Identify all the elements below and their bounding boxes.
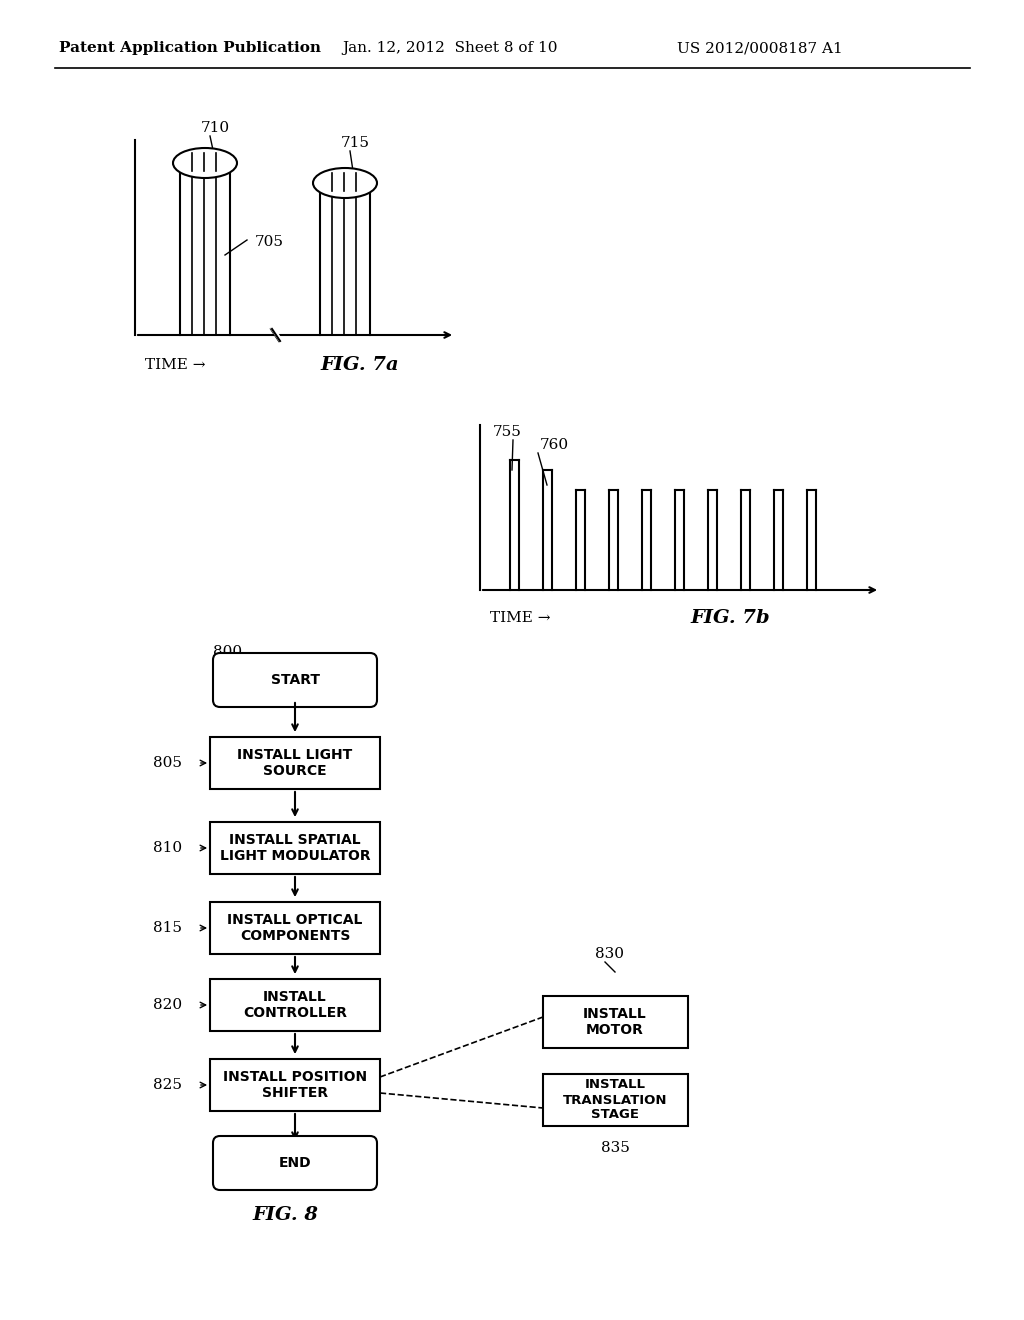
Text: 830: 830	[595, 946, 624, 961]
Text: START: START	[270, 673, 319, 686]
FancyBboxPatch shape	[543, 1074, 687, 1126]
Text: INSTALL LIGHT
SOURCE: INSTALL LIGHT SOURCE	[238, 748, 352, 777]
FancyBboxPatch shape	[543, 997, 687, 1048]
Text: 820: 820	[153, 998, 182, 1012]
Text: INSTALL SPATIAL
LIGHT MODULATOR: INSTALL SPATIAL LIGHT MODULATOR	[220, 833, 371, 863]
Text: 815: 815	[153, 921, 182, 935]
FancyBboxPatch shape	[210, 737, 380, 789]
Text: 710: 710	[201, 121, 229, 135]
Text: END: END	[279, 1156, 311, 1170]
FancyBboxPatch shape	[213, 653, 377, 708]
Text: INSTALL POSITION
SHIFTER: INSTALL POSITION SHIFTER	[223, 1071, 367, 1100]
Text: 760: 760	[540, 438, 569, 451]
Text: 805: 805	[153, 756, 182, 770]
Text: 800: 800	[213, 645, 242, 659]
FancyBboxPatch shape	[210, 1059, 380, 1111]
Text: 755: 755	[493, 425, 522, 440]
Text: INSTALL
CONTROLLER: INSTALL CONTROLLER	[243, 990, 347, 1020]
FancyBboxPatch shape	[210, 979, 380, 1031]
Text: FIG. 8: FIG. 8	[252, 1206, 318, 1224]
FancyBboxPatch shape	[210, 822, 380, 874]
Text: FIG. 7a: FIG. 7a	[319, 356, 398, 374]
FancyBboxPatch shape	[210, 902, 380, 954]
Text: 835: 835	[600, 1140, 630, 1155]
Text: Patent Application Publication: Patent Application Publication	[59, 41, 321, 55]
Text: 810: 810	[153, 841, 182, 855]
Text: INSTALL OPTICAL
COMPONENTS: INSTALL OPTICAL COMPONENTS	[227, 913, 362, 942]
Text: 705: 705	[255, 235, 284, 249]
FancyBboxPatch shape	[213, 1137, 377, 1191]
Text: 825: 825	[153, 1078, 182, 1092]
Text: 715: 715	[341, 136, 370, 150]
Text: FIG. 7b: FIG. 7b	[690, 609, 770, 627]
Text: TIME →: TIME →	[145, 358, 206, 372]
Text: Jan. 12, 2012  Sheet 8 of 10: Jan. 12, 2012 Sheet 8 of 10	[342, 41, 558, 55]
Text: US 2012/0008187 A1: US 2012/0008187 A1	[677, 41, 843, 55]
Text: TIME →: TIME →	[490, 611, 551, 624]
Ellipse shape	[173, 148, 237, 178]
Text: INSTALL
MOTOR: INSTALL MOTOR	[583, 1007, 647, 1038]
Ellipse shape	[313, 168, 377, 198]
Text: INSTALL
TRANSLATION
STAGE: INSTALL TRANSLATION STAGE	[563, 1078, 668, 1122]
